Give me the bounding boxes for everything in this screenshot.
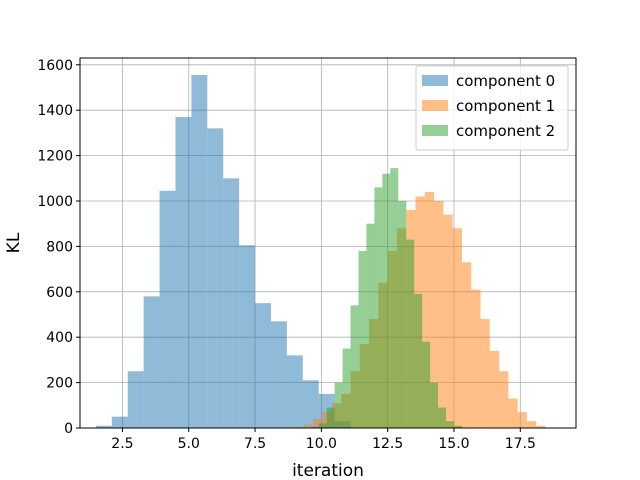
- x-tick-label: 5.0: [178, 436, 200, 452]
- histogram-bar: [438, 407, 447, 428]
- y-tick-label: 1200: [37, 149, 73, 165]
- legend-label: component 1: [456, 97, 555, 115]
- histogram-bar: [111, 416, 128, 428]
- y-axis-label: KL: [4, 232, 24, 253]
- legend-swatch: [422, 100, 448, 111]
- legend-box: [415, 65, 569, 151]
- histogram-bar: [434, 201, 444, 428]
- histogram-bar: [398, 201, 407, 428]
- x-tick-label: 7.5: [244, 436, 266, 452]
- y-tick-label: 1000: [37, 194, 73, 210]
- histogram-bar: [508, 398, 518, 428]
- histogram-bar: [304, 424, 314, 428]
- histogram-bar: [191, 75, 208, 428]
- x-tick-label: 15.0: [438, 436, 469, 452]
- histogram-bar: [517, 412, 527, 428]
- histogram-bar: [286, 355, 303, 428]
- histogram-bar: [95, 425, 112, 428]
- histogram-bar: [313, 418, 323, 428]
- histogram-bar: [390, 168, 399, 428]
- histogram-bar: [294, 426, 305, 428]
- histogram-bar: [374, 187, 383, 428]
- y-tick-label: 0: [64, 421, 73, 437]
- bars-group: [95, 75, 546, 428]
- histogram-bar: [127, 371, 144, 428]
- legend-label: component 2: [456, 122, 555, 140]
- axes-frame: [79, 57, 577, 429]
- y-axis-ticks: 0 200 400 600 800 1000 1200 1400 1600: [37, 58, 80, 437]
- histogram-bar: [414, 294, 423, 428]
- histogram-bar: [406, 239, 415, 428]
- histogram-bar: [424, 191, 435, 428]
- y-tick-label: 400: [46, 330, 73, 346]
- histogram-bar: [310, 426, 319, 428]
- x-tick-label: 12.5: [372, 436, 403, 452]
- histogram-bar: [443, 214, 453, 428]
- histogram-bar: [471, 289, 481, 428]
- x-axis-label: iteration: [292, 461, 364, 480]
- x-tick-label: 17.5: [505, 436, 536, 452]
- x-axis-ticks: 2.5 5.0 7.5 10.0 12.5 15.0 17.5: [111, 428, 536, 452]
- histogram-bar: [342, 348, 351, 428]
- histogram-bar: [318, 423, 327, 428]
- histogram-bar: [239, 245, 256, 428]
- histogram-bar: [453, 425, 462, 428]
- histogram-bar: [207, 128, 224, 428]
- histogram-bar: [382, 173, 391, 428]
- histogram-bar: [223, 178, 240, 428]
- histogram-bar: [526, 421, 537, 428]
- histogram-bar: [499, 371, 509, 428]
- histogram-bar: [461, 262, 472, 428]
- y-tick-label: 200: [46, 376, 73, 392]
- histogram-bar: [422, 341, 431, 428]
- histogram-bar: [255, 303, 271, 428]
- histogram-bar: [334, 382, 343, 428]
- series-2-bars: [310, 168, 462, 428]
- legend-label: component 0: [456, 72, 555, 90]
- y-tick-label: 1600: [37, 58, 73, 74]
- histogram-bar: [175, 117, 192, 428]
- y-tick-label: 1400: [37, 103, 73, 119]
- histogram-bar: [446, 421, 454, 428]
- legend: component 0 component 1 component 2: [415, 65, 569, 151]
- series-0-bars: [95, 75, 351, 428]
- y-tick-label: 800: [46, 239, 73, 255]
- histogram-bar: [358, 250, 367, 428]
- histogram-bar: [536, 425, 546, 428]
- legend-swatch: [422, 125, 448, 136]
- histogram-bar: [302, 380, 319, 428]
- histogram-bar: [326, 407, 335, 428]
- histogram-bar: [366, 223, 375, 428]
- histogram-bar: [480, 319, 490, 428]
- histogram-bar: [430, 382, 439, 428]
- x-tick-label: 2.5: [111, 436, 133, 452]
- histogram-bar: [159, 190, 176, 428]
- x-tick-label: 10.0: [306, 436, 337, 452]
- histogram-bar: [452, 228, 462, 428]
- histogram-bar: [143, 296, 160, 428]
- y-tick-label: 600: [46, 285, 73, 301]
- histogram-bar: [350, 305, 359, 428]
- histogram-bar: [270, 321, 287, 428]
- legend-swatch: [422, 75, 448, 86]
- histogram-bar: [489, 350, 500, 428]
